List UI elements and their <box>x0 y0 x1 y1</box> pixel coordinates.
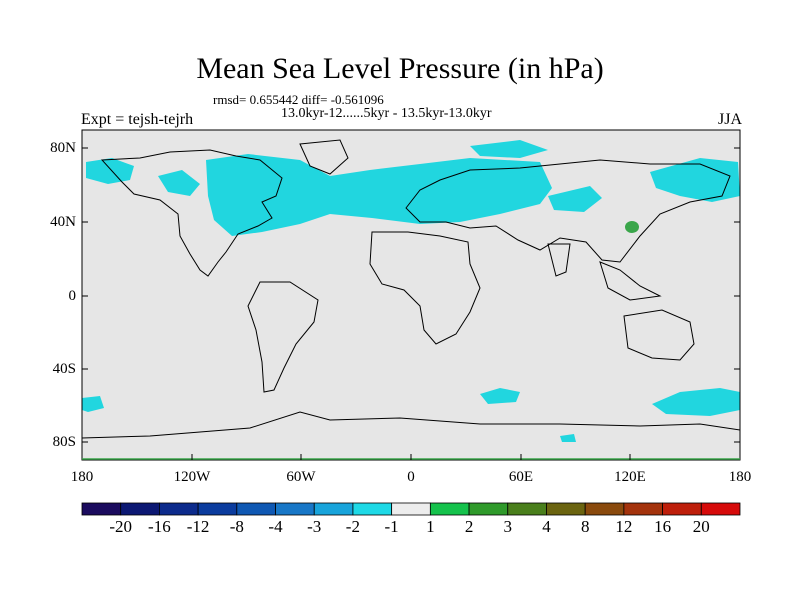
anomaly-east-siberia <box>650 158 740 202</box>
lon-label-120w: 120W <box>173 469 211 485</box>
coast-north-america <box>100 149 283 277</box>
colorbar-box <box>313 502 354 516</box>
colorbar-box <box>662 502 702 516</box>
colorbar-box <box>81 502 122 516</box>
colorbar-label: -12 <box>186 517 210 536</box>
coast-africa <box>369 231 481 345</box>
colorbar-label: 20 <box>692 517 710 536</box>
colorbar-label: -3 <box>307 517 322 536</box>
colorbar-label: 1 <box>426 517 435 536</box>
lat-label-0: 0 <box>68 288 77 304</box>
lat-label-80n: 80N <box>50 140 76 156</box>
anomaly-south-atlantic <box>480 388 520 404</box>
colorbar-box <box>546 502 586 516</box>
colorbar-box <box>275 502 315 516</box>
season-label: JJA <box>717 111 742 128</box>
lat-label-80s: 80S <box>52 434 76 450</box>
lat-label-40n: 40N <box>50 214 76 230</box>
colorbar-label: 2 <box>464 517 474 536</box>
colorbar <box>81 502 741 516</box>
coast-europe-asia <box>405 159 731 263</box>
colorbar-label: 8 <box>580 517 590 536</box>
chart-title: Mean Sea Level Pressure (in hPa) <box>196 52 604 85</box>
lon-label-60e: 60E <box>508 469 534 485</box>
coast-india <box>547 243 571 277</box>
coast-antarctica <box>81 411 741 439</box>
anomaly-south-pacific <box>652 388 740 416</box>
positive-anomaly-region <box>625 221 639 233</box>
axis-ticks <box>82 147 740 460</box>
colorbar-box <box>507 502 547 516</box>
anomaly-north-pacific <box>86 158 134 184</box>
colorbar-box <box>429 502 470 516</box>
anomaly-antarctic-coast <box>560 434 576 442</box>
coast-southeast-asia <box>599 261 662 301</box>
colorbar-box <box>120 502 160 516</box>
colorbar-box <box>352 502 393 516</box>
anomaly-canada-atlantic <box>206 154 552 236</box>
colorbar-box <box>700 502 741 516</box>
colorbar-box <box>236 502 276 516</box>
colorbar-box <box>197 502 238 516</box>
anomaly-central-asia <box>548 186 602 212</box>
colorbar-label: 4 <box>542 517 551 536</box>
colorbar-box <box>391 502 431 516</box>
stats-line: rmsd= 0.655442 diff= -0.561096 <box>213 92 384 107</box>
lon-label-180e: 180 <box>728 469 752 485</box>
anomaly-alaska <box>158 170 200 196</box>
coast-greenland <box>299 139 349 175</box>
experiment-label: Expt = tejsh-tejrh <box>81 111 194 128</box>
colorbar-box <box>159 502 199 516</box>
colorbar-box <box>623 502 663 516</box>
colorbar-label: -4 <box>268 517 283 536</box>
negative-anomaly-regions <box>82 140 740 442</box>
colorbar-box <box>468 502 509 516</box>
lat-label-40s: 40S <box>52 361 76 377</box>
anomaly-arctic <box>470 140 548 158</box>
colorbar-box <box>584 502 625 516</box>
coastlines <box>81 139 741 439</box>
colorbar-label: 16 <box>654 517 672 536</box>
colorbar-label: 12 <box>615 517 633 536</box>
lon-label-0: 0 <box>407 469 415 485</box>
colorbar-label: -2 <box>345 517 360 536</box>
lon-label-60w: 60W <box>286 469 316 485</box>
colorbar-label: -1 <box>384 517 399 536</box>
colorbar-label: -8 <box>229 517 244 536</box>
lon-label-120e: 120E <box>614 469 646 485</box>
period-line: 13.0kyr-12......5kyr - 13.5kyr-13.0kyr <box>281 106 492 121</box>
colorbar-label: -20 <box>109 517 133 536</box>
colorbar-label: 3 <box>503 517 513 536</box>
colorbar-label: -16 <box>148 517 171 536</box>
lon-label-180w: 180 <box>70 469 94 485</box>
anomaly-west-south-atlantic <box>82 396 104 412</box>
coast-australia <box>623 309 695 361</box>
coast-south-america <box>247 281 319 393</box>
